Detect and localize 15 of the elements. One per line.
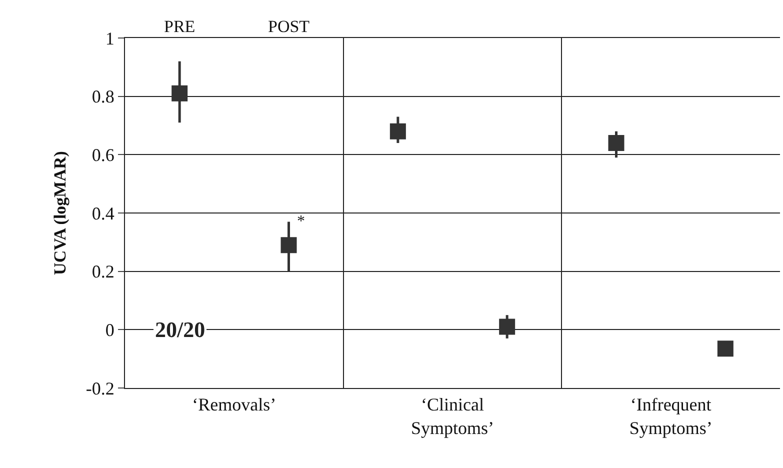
annotation: 20/20 — [155, 317, 206, 342]
y-tick-label: -0.2 — [86, 378, 114, 398]
y-tick-label: 0 — [105, 320, 114, 340]
y-tick-label: 0.2 — [92, 262, 114, 282]
y-tick-label: 0.4 — [92, 203, 114, 224]
y-tick-label: 0.6 — [92, 144, 114, 165]
annotation: * — [297, 213, 305, 230]
x-tick-label: ‘Removals’ — [192, 394, 276, 415]
y-axis-title: UCVA (logMAR) — [50, 151, 70, 275]
x-tick-label: ‘Infrequent Symptoms’ — [629, 394, 712, 438]
x-tick-label: ‘Clinical Symptoms’ — [410, 394, 494, 438]
y-tick-label: 1 — [105, 28, 114, 48]
y-tick-label: 0.8 — [92, 86, 114, 107]
text: PRE — [164, 17, 196, 36]
text: POST — [268, 17, 310, 36]
